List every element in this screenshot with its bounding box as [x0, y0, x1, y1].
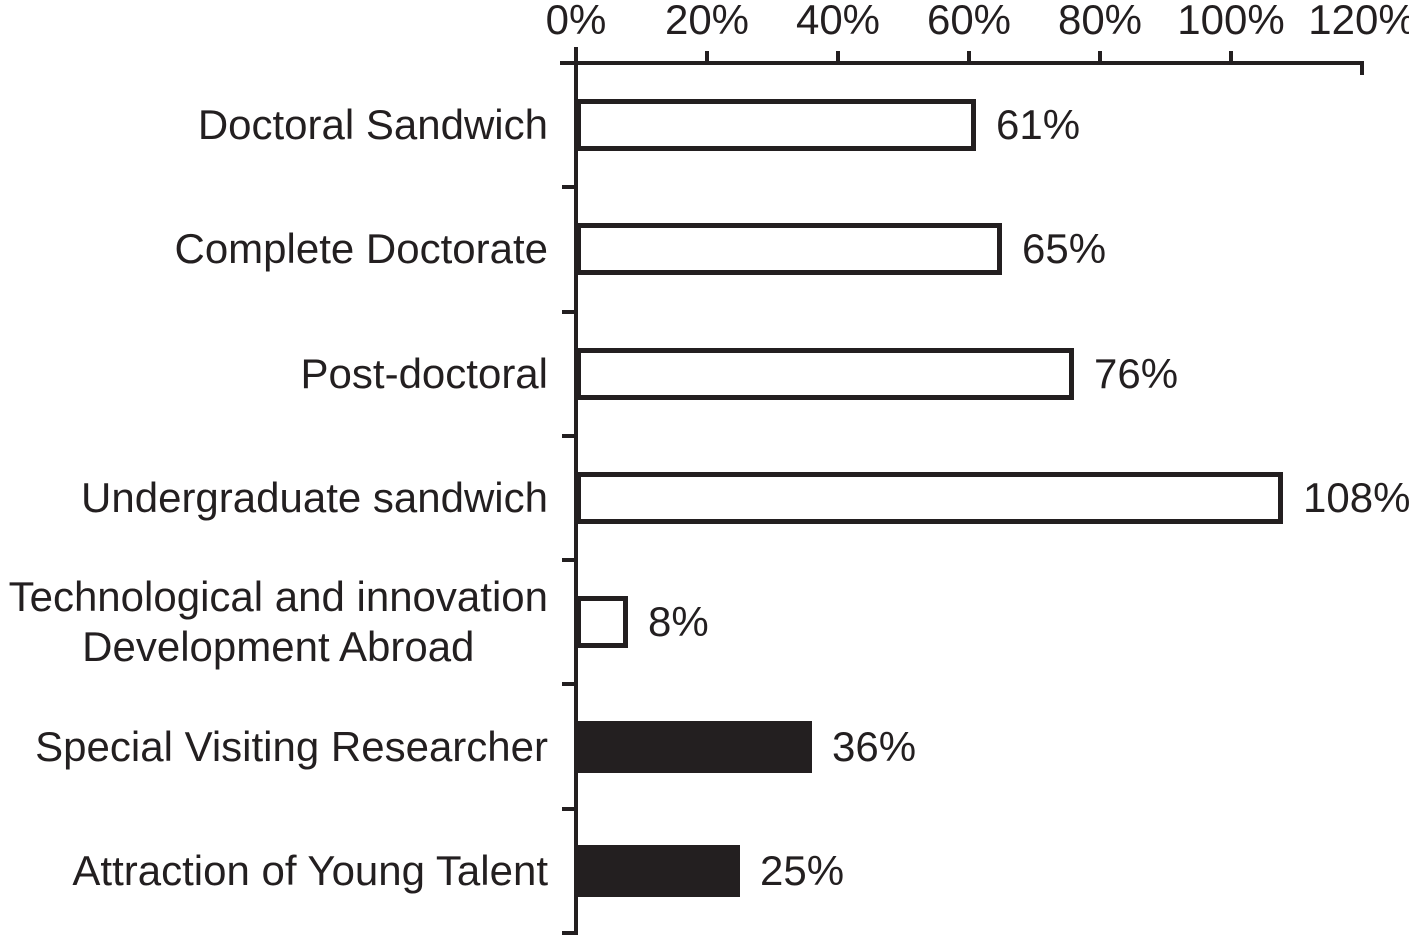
- x-tick-mark: [705, 51, 709, 63]
- value-label: 8%: [648, 598, 709, 646]
- bar-outline: [576, 472, 1283, 524]
- x-tick-label: 60%: [926, 0, 1012, 43]
- category-label-text: Attraction of Young Talent: [72, 846, 548, 894]
- value-label: 36%: [832, 722, 917, 770]
- category-label: Post-doctoral: [0, 314, 548, 434]
- value-label: 108%: [1303, 474, 1409, 521]
- category-label: Technological and innovation Development…: [0, 562, 548, 682]
- category-label-text: Technological and innovation Development…: [8, 573, 548, 671]
- x-tick-mark: [1360, 63, 1364, 75]
- x-tick-label: 0%: [545, 0, 607, 43]
- category-label-text: Doctoral Sandwich: [197, 101, 548, 149]
- value-label: 25%: [760, 846, 845, 894]
- category-label: Special Visiting Researcher: [0, 687, 548, 807]
- bar-outline: [576, 223, 1002, 276]
- bar-outline: [576, 99, 976, 152]
- x-tick-mark: [1098, 51, 1102, 63]
- y-tick-mark: [562, 806, 576, 811]
- bar-filled: [576, 844, 740, 897]
- category-label: Attraction of Young Talent: [0, 811, 548, 931]
- y-tick-mark: [562, 558, 576, 563]
- category-label-text: Complete Doctorate: [174, 225, 548, 273]
- x-tick-label: 100%: [1177, 0, 1285, 43]
- x-tick-label: 40%: [795, 0, 881, 43]
- x-tick-label: 20%: [664, 0, 750, 43]
- y-tick-mark: [562, 931, 576, 935]
- value-label: 76%: [1094, 349, 1179, 397]
- y-tick-mark: [562, 309, 576, 314]
- x-tick-label: 80%: [1057, 0, 1143, 43]
- category-label-text: Post-doctoral: [300, 349, 548, 397]
- value-label: 61%: [996, 101, 1081, 149]
- bar-filled: [576, 720, 812, 773]
- y-tick-mark: [562, 433, 576, 438]
- category-label: Doctoral Sandwich: [0, 65, 548, 185]
- y-tick-mark: [562, 682, 576, 687]
- y-tick-mark: [562, 185, 576, 190]
- bar-outline: [576, 347, 1074, 400]
- category-label-text: Special Visiting Researcher: [35, 722, 548, 770]
- x-tick-mark: [836, 51, 840, 63]
- category-label: Complete Doctorate: [0, 189, 548, 309]
- category-label-text: Undergraduate sandwich: [81, 474, 548, 521]
- value-label: 65%: [1022, 225, 1107, 273]
- x-tick-mark: [1229, 51, 1233, 63]
- x-axis-line: [560, 61, 1364, 65]
- bar-outline: [576, 596, 628, 649]
- category-label: Undergraduate sandwich: [0, 438, 548, 558]
- x-tick-mark: [967, 51, 971, 63]
- x-tick-label: 120%: [1308, 0, 1409, 43]
